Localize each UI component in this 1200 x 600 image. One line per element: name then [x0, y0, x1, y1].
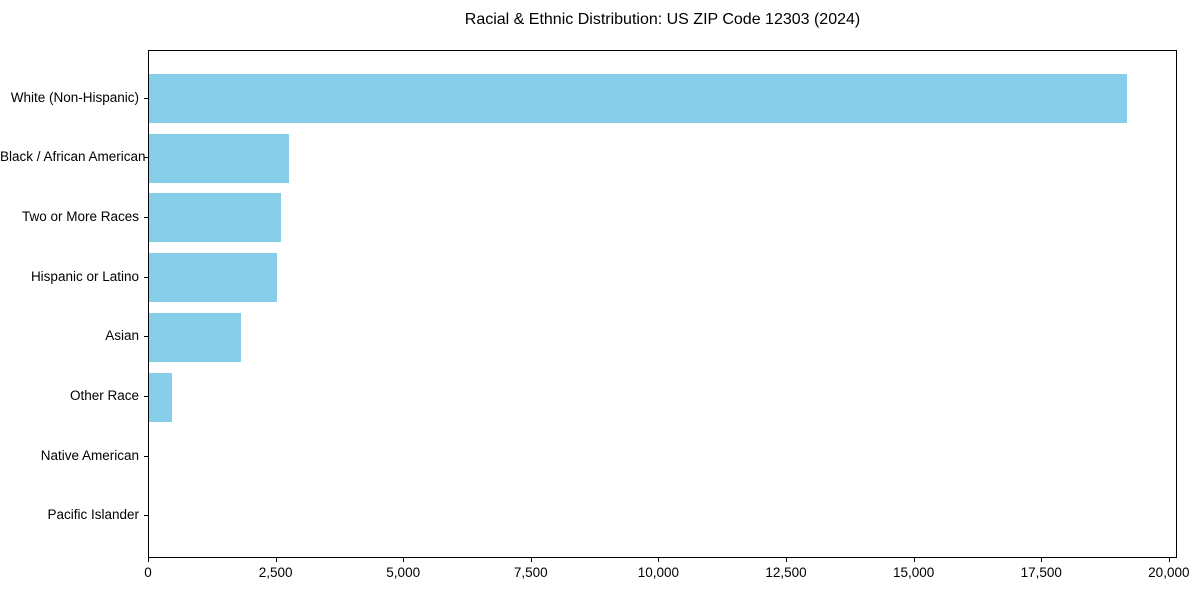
y-axis-tick-mark [144, 97, 148, 99]
x-axis-tick-mark [148, 558, 149, 562]
x-axis-tick-mark [658, 558, 660, 562]
y-axis-category-label: Native American [40, 447, 139, 463]
y-axis-category-label: Pacific Islander [47, 507, 139, 523]
bar [149, 74, 1128, 123]
y-axis-tick-mark [144, 515, 148, 517]
chart-title: Racial & Ethnic Distribution: US ZIP Cod… [464, 11, 861, 28]
x-axis-tick-label: 20,000 [1148, 565, 1190, 580]
bar [149, 372, 172, 422]
y-axis-category-label: Other Race [69, 388, 139, 403]
y-axis-category-label: White (Non-Hispanic) [10, 89, 139, 105]
x-axis-tick-label: 12,500 [765, 565, 807, 580]
x-axis-tick-mark [1041, 558, 1043, 562]
x-axis-tick-label: 2,500 [258, 565, 293, 580]
x-axis-tick-mark [530, 558, 532, 562]
y-axis-category-label: Black / African American [0, 149, 146, 165]
y-axis-category-label: Asian [105, 328, 139, 344]
x-axis-tick-label: 7,500 [513, 565, 548, 580]
x-axis-tick-mark [786, 558, 788, 562]
x-axis-tick-label: 0 [144, 565, 152, 580]
y-axis-tick-mark [144, 216, 148, 218]
x-axis-tick-label: 5,000 [386, 565, 421, 580]
x-axis-tick-mark [275, 558, 277, 562]
y-axis-tick-mark [144, 336, 148, 338]
y-axis-tick-mark [144, 455, 148, 457]
x-axis-tick-label: 15,000 [892, 565, 935, 580]
y-axis-tick-mark [144, 396, 148, 397]
y-axis-tick-mark [144, 157, 148, 159]
bar [149, 253, 277, 303]
x-axis-tick-label: 10,000 [637, 565, 680, 580]
bar [149, 312, 241, 362]
x-axis-tick-mark [1168, 558, 1170, 562]
y-axis-tick-mark [144, 276, 148, 278]
x-axis-tick-label: 17,500 [1020, 565, 1062, 580]
bar [149, 193, 281, 243]
bar [149, 133, 289, 183]
x-axis-tick-mark [913, 558, 915, 562]
y-axis-category-label: Two or More Races [21, 208, 139, 224]
plot-area [148, 50, 1177, 558]
x-axis-tick-mark [403, 558, 405, 562]
y-axis-category-label: Hispanic or Latino [30, 268, 139, 284]
